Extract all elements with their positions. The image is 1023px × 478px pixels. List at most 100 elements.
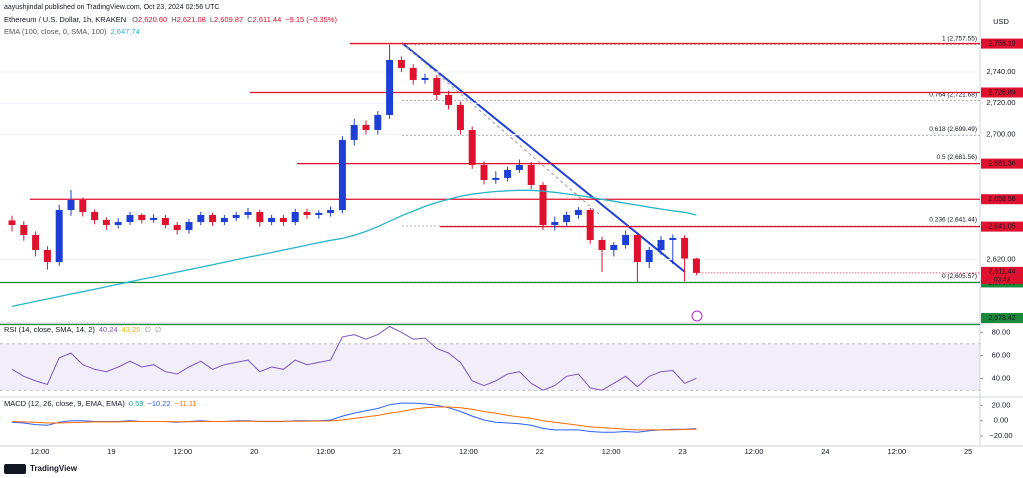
x-tick-label: 12:00 — [31, 447, 50, 456]
candle-body — [456, 104, 464, 130]
candle-body — [126, 214, 134, 222]
fib-label: 0.5 (2,681.56) — [937, 154, 977, 161]
candle-body — [20, 224, 28, 235]
candle-body — [161, 217, 169, 225]
candle-body — [43, 249, 51, 262]
candle-body — [563, 214, 571, 222]
ohlc-value: 2,609.87 — [214, 15, 243, 24]
candle-body — [138, 214, 146, 220]
candle-body — [397, 59, 405, 68]
candle-body — [362, 124, 370, 130]
candle-body — [445, 94, 453, 105]
price-badge-label: 2,578.42 — [988, 315, 1015, 322]
candle-body — [315, 212, 323, 215]
macd-value: −10.22 — [147, 399, 170, 408]
x-tick-label: 20 — [250, 447, 258, 456]
candle-body — [504, 169, 512, 178]
macd-line — [11, 402, 697, 433]
current-badge — [981, 266, 1023, 284]
candle-body — [480, 164, 488, 180]
price-badge — [981, 158, 1023, 169]
price-badge-label: 2,758.19 — [988, 40, 1015, 47]
candle-body — [468, 129, 476, 165]
ema-line — [11, 189, 697, 308]
candle-body — [539, 184, 547, 225]
rsi-value: ∅ — [155, 325, 162, 334]
candle-body — [374, 114, 382, 130]
y-tick-label: 2,620.00 — [986, 254, 1015, 263]
ohlc-key: L — [210, 15, 214, 24]
macd-tick-label: 20.00 — [992, 400, 1011, 409]
candle-body — [350, 124, 358, 140]
current-time-label: 03:43 — [994, 277, 1011, 284]
ohlc-value: 2,620.60 — [138, 15, 167, 24]
candle-body — [114, 222, 122, 225]
x-tick-label: 21 — [393, 447, 401, 456]
candle-body — [492, 177, 500, 180]
rsi-tick-label: 60.00 — [992, 350, 1011, 359]
rsi-tick-label: 80.00 — [992, 327, 1011, 336]
candle-body — [8, 220, 16, 225]
candle-body — [598, 239, 606, 250]
candle-body — [610, 244, 618, 250]
candle-body — [32, 234, 40, 250]
candle-body — [551, 222, 559, 225]
price-badge — [981, 313, 1023, 323]
macd-tick-label: 0.00 — [994, 416, 1009, 425]
rsi-band — [0, 343, 980, 391]
x-tick-label: 24 — [821, 447, 829, 456]
ema-line: EMA (100, close, 0, SMA, 100) 2,647.74 — [4, 27, 140, 36]
ohlc-value: 2,611.44 — [253, 15, 282, 24]
candle-body — [338, 139, 346, 210]
x-tick-label: 12:00 — [459, 447, 478, 456]
current-price-label: 2,611.44 — [989, 269, 1016, 276]
candle-body — [574, 209, 582, 215]
candle-body — [645, 249, 653, 262]
macd-value: −11.11 — [175, 399, 197, 408]
price-badge-label: 2,726.89 — [988, 89, 1015, 96]
candle-body — [409, 67, 417, 80]
rsi-value: 43.25 — [122, 325, 141, 334]
fib-label: 0.618 (2,699.49) — [929, 126, 977, 133]
price-badge — [981, 221, 1023, 232]
rsi-title: RSI (14, close, SMA, 14, 2) 40.24 43.25 ∅ ∅ — [4, 325, 162, 334]
candle-body — [268, 217, 276, 222]
x-tick-label: 23 — [678, 447, 686, 456]
candle-body — [209, 214, 217, 222]
candle-body — [185, 222, 193, 230]
currency: USD — [993, 17, 1009, 26]
candle-body — [150, 217, 158, 220]
rsi-tick-label: 40.00 — [992, 374, 1011, 383]
rsi-line — [11, 325, 697, 391]
candle-body — [79, 199, 87, 212]
y-tick-label: 2,740.00 — [986, 67, 1015, 76]
macd-title: MACD (12, 26, close, 9, EMA, EMA) 0.59 −10… — [4, 399, 197, 408]
footer: TradingView — [30, 464, 78, 473]
fib-label: 0 (2,605.57) — [942, 273, 977, 280]
change: −9.15 (−0.35%) — [285, 15, 337, 24]
logo — [4, 464, 26, 474]
x-tick-label: 19 — [107, 447, 115, 456]
x-tick-label: 12:00 — [602, 447, 621, 456]
candle-body — [657, 239, 665, 250]
candle-body — [692, 258, 700, 273]
x-tick-label: 12:00 — [887, 447, 906, 456]
rsi-value: 40.24 — [99, 325, 118, 334]
ohlc-key: C — [247, 15, 253, 24]
candle-body — [173, 224, 181, 230]
publisher: aayushjindal published on TradingView.co… — [4, 4, 219, 11]
candle-body — [291, 212, 299, 222]
ema-value: 2,647.74 — [111, 27, 140, 36]
candle-body — [515, 164, 523, 170]
candle-body — [622, 234, 630, 245]
candle-body — [220, 217, 228, 222]
ohlc-key: H — [171, 15, 176, 24]
candle-body — [256, 212, 264, 222]
candle-body — [55, 209, 63, 262]
candle-body — [232, 214, 240, 218]
ohlc-value: 2,621.08 — [177, 15, 206, 24]
price-badge — [981, 87, 1023, 98]
x-tick-label: 12:00 — [316, 447, 335, 456]
